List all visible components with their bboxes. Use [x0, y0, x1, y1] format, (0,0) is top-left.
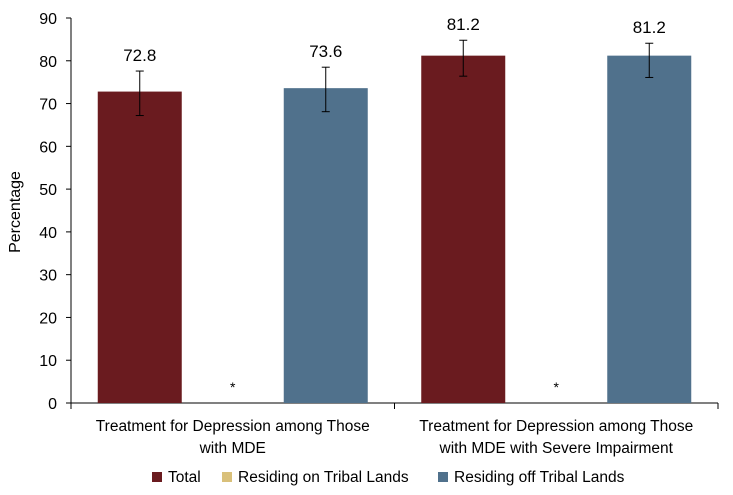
bar	[97, 91, 182, 404]
bars	[97, 39, 692, 404]
legend-label: Residing on Tribal Lands	[238, 469, 409, 486]
x-category-label: with MDE with Severe Impairment	[439, 440, 674, 457]
bar	[283, 88, 368, 404]
suppressed-marker: *	[554, 379, 560, 395]
y-tick-label: 40	[39, 225, 57, 242]
legend-swatch	[152, 472, 162, 482]
y-axis: 0 10 20 30 40 50 60 70 80 90	[39, 11, 72, 413]
legend: Total Residing on Tribal Lands Residing of…	[152, 469, 625, 486]
data-label: 81.2	[447, 15, 480, 34]
bar	[607, 55, 692, 404]
legend-swatch	[438, 472, 448, 482]
y-axis-title: Percentage	[7, 171, 24, 253]
y-tick-label: 80	[39, 54, 57, 71]
data-label: 73.6	[309, 42, 342, 61]
y-tick-label: 60	[39, 139, 57, 156]
x-axis: Treatment for Depression among Those with…	[70, 402, 719, 457]
x-category-label: Treatment for Depression among Those	[419, 418, 693, 435]
legend-label: Total	[168, 469, 201, 486]
x-category-label: with MDE	[199, 440, 266, 457]
legend-swatch	[222, 472, 232, 482]
y-tick-label: 70	[39, 97, 57, 114]
y-tick-label: 50	[39, 182, 57, 199]
suppressed-marker: *	[230, 379, 236, 395]
data-label: 72.8	[123, 46, 156, 65]
y-tick-label: 20	[39, 310, 57, 327]
data-labels: 72.8 * 73.6 81.2 * 81.2	[123, 15, 666, 395]
bar	[421, 55, 506, 404]
data-label: 81.2	[633, 18, 666, 37]
x-category-label: Treatment for Depression among Those	[96, 418, 370, 435]
y-tick-label: 0	[48, 396, 57, 413]
y-tick-label: 90	[39, 11, 57, 28]
y-tick-label: 30	[39, 268, 57, 285]
y-tick-label: 10	[39, 353, 57, 370]
legend-label: Residing off Tribal Lands	[454, 469, 625, 486]
